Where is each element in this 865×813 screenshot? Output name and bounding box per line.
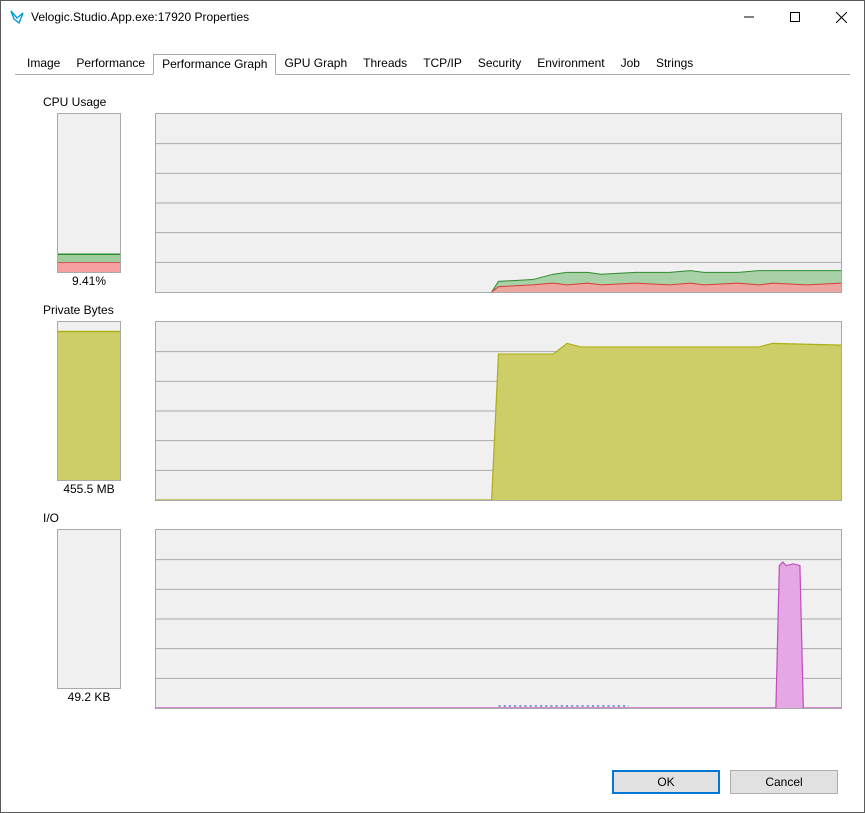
tab-threads[interactable]: Threads — [355, 54, 415, 75]
tab-strings[interactable]: Strings — [648, 54, 701, 75]
io-panel: I/O 49.2 KB — [23, 507, 842, 709]
tab-image[interactable]: Image — [19, 54, 68, 75]
io-label: I/O — [43, 511, 842, 525]
mem-label: Private Bytes — [43, 303, 842, 317]
ok-button[interactable]: OK — [612, 770, 720, 794]
cpu-value: 9.41% — [72, 274, 106, 288]
properties-window: Velogic.Studio.App.exe:17920 Properties … — [0, 0, 865, 813]
io-timeline-graph — [155, 529, 842, 709]
tab-strip: ImagePerformancePerformance GraphGPU Gra… — [15, 53, 850, 75]
tab-gpu-graph[interactable]: GPU Graph — [276, 54, 355, 75]
cpu-timeline-graph — [155, 113, 842, 293]
app-icon — [9, 9, 25, 25]
cpu-label: CPU Usage — [43, 95, 842, 109]
mem-mini-graph — [57, 321, 121, 481]
close-button[interactable] — [818, 1, 864, 33]
tab-content: CPU Usage 9.41% Private Bytes 455.5 MB — [1, 75, 864, 756]
cancel-button[interactable]: Cancel — [730, 770, 838, 794]
io-value: 49.2 KB — [68, 690, 111, 704]
tab-environment[interactable]: Environment — [529, 54, 612, 75]
tab-security[interactable]: Security — [470, 54, 529, 75]
cpu-mini-graph — [57, 113, 121, 273]
window-controls — [726, 1, 864, 33]
mem-value: 455.5 MB — [63, 482, 114, 496]
tab-performance-graph[interactable]: Performance Graph — [153, 54, 276, 75]
tab-performance[interactable]: Performance — [68, 54, 153, 75]
mem-timeline-graph — [155, 321, 842, 501]
window-title: Velogic.Studio.App.exe:17920 Properties — [31, 10, 726, 24]
tab-tcp-ip[interactable]: TCP/IP — [415, 54, 470, 75]
titlebar: Velogic.Studio.App.exe:17920 Properties — [1, 1, 864, 33]
minimize-button[interactable] — [726, 1, 772, 33]
tab-job[interactable]: Job — [613, 54, 648, 75]
io-mini-graph — [57, 529, 121, 689]
maximize-button[interactable] — [772, 1, 818, 33]
mem-panel: Private Bytes 455.5 MB — [23, 299, 842, 501]
dialog-buttons: OK Cancel — [1, 756, 864, 812]
cpu-panel: CPU Usage 9.41% — [23, 91, 842, 293]
